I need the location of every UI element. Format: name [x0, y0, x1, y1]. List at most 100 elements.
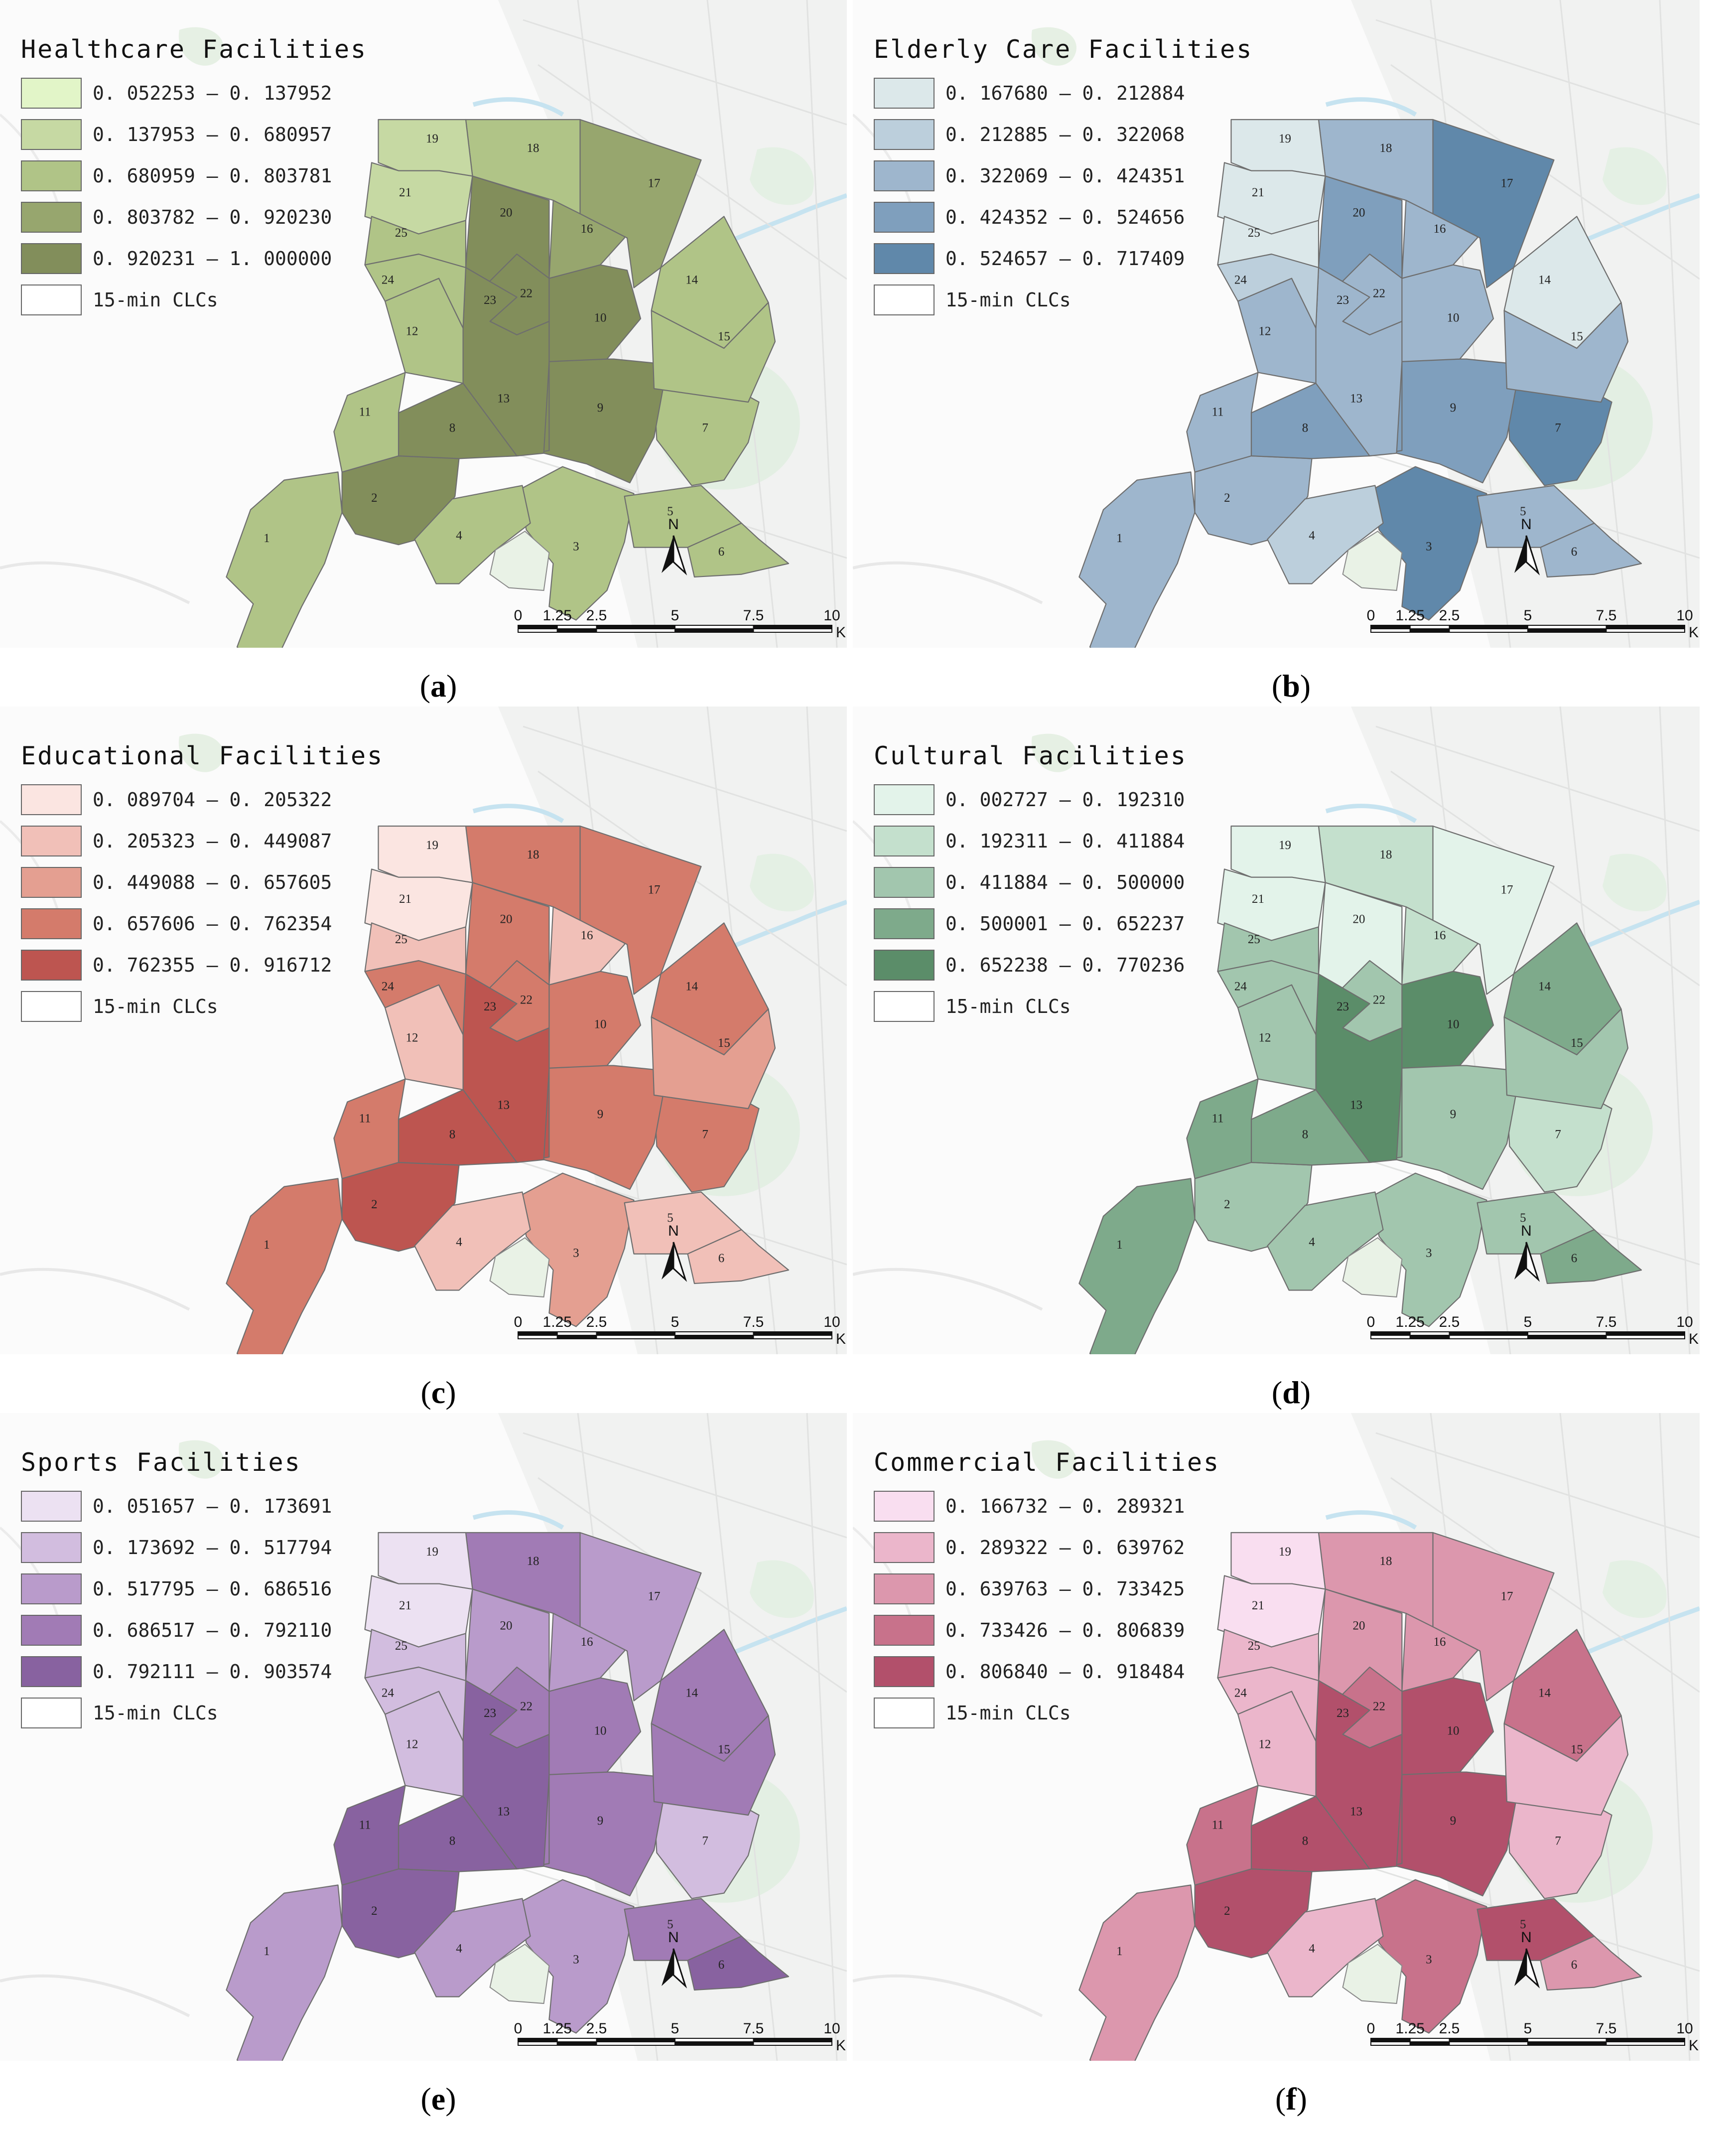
legend-class-row: 0. 657606 — 0. 762354 [21, 905, 384, 942]
legend-class-row: 0. 803782 — 0. 920230 [21, 199, 367, 236]
district-1[interactable] [1078, 471, 1196, 648]
scale-tick-label: 2.5 [1439, 607, 1460, 624]
district-9[interactable] [1396, 358, 1521, 484]
scale-tick-label: 10 [823, 2020, 840, 2037]
district-4[interactable] [1267, 485, 1384, 584]
district-15[interactable] [1503, 1008, 1629, 1110]
north-label: N [668, 516, 679, 533]
district-25[interactable] [1217, 1629, 1320, 1682]
scale-tick-label: 2.5 [586, 2020, 607, 2037]
legend-label: 0. 500001 — 0. 652237 [945, 913, 1185, 935]
district-label: 3 [1426, 1246, 1432, 1260]
district-9[interactable] [543, 1771, 668, 1897]
district-label: 14 [685, 274, 698, 287]
map-panel-f: 1 2 3 4 5 6 7 8 9 10 11 12 13 14 15 16 17 18 19 20 21 22 23 24 2… [853, 1413, 1700, 2061]
district-19[interactable] [1230, 825, 1326, 883]
district-label: 12 [406, 324, 418, 338]
district-9[interactable] [1396, 1065, 1521, 1190]
scale-bar: 0 1.25 2.5 5 7.5 10KM [1367, 2020, 1700, 2054]
district-label: 1 [1116, 532, 1123, 545]
district-label: 9 [1450, 1108, 1457, 1121]
district-9[interactable] [543, 358, 668, 484]
district-label: 19 [426, 839, 438, 852]
district-6[interactable] [687, 1229, 790, 1284]
district-25[interactable] [364, 216, 467, 269]
district-23[interactable] [1315, 973, 1403, 1163]
north-arrow: N [662, 1929, 687, 1989]
district-label: 16 [1434, 1635, 1446, 1649]
legend-swatch [21, 1532, 82, 1563]
district-1[interactable] [226, 471, 343, 648]
district-4[interactable] [414, 1191, 531, 1291]
district-19[interactable] [1230, 1532, 1326, 1590]
panel-caption: (b) [1271, 668, 1311, 704]
districts [226, 1532, 790, 2061]
excluded-area [489, 1943, 550, 2004]
district-4[interactable] [414, 485, 531, 584]
district-23[interactable] [1315, 267, 1403, 457]
district-label: 12 [1259, 1031, 1271, 1044]
district-25[interactable] [1217, 922, 1320, 975]
legend-label: 15-min CLCs [93, 289, 218, 311]
district-6[interactable] [1540, 522, 1642, 578]
district-9[interactable] [1396, 1771, 1521, 1897]
legend-label: 0. 192311 — 0. 411884 [945, 830, 1185, 852]
district-label: 4 [456, 529, 462, 543]
district-6[interactable] [687, 522, 790, 578]
district-23[interactable] [462, 267, 550, 457]
legend-swatch [874, 1656, 935, 1687]
district-6[interactable] [687, 1935, 790, 1991]
district-6[interactable] [1540, 1229, 1642, 1284]
legend-label: 0. 205323 — 0. 449087 [93, 830, 332, 852]
district-23[interactable] [1315, 1680, 1403, 1870]
district-1[interactable] [226, 1178, 343, 1354]
legend: Sports Facilities 0. 051657 — 0. 173691 0.… [21, 1448, 332, 1736]
district-19[interactable] [378, 825, 473, 883]
district-label: 8 [449, 422, 456, 435]
district-25[interactable] [364, 922, 467, 975]
district-25[interactable] [364, 1629, 467, 1682]
legend-class-row: 0. 166732 — 0. 289321 [874, 1488, 1220, 1525]
legend-swatch [874, 202, 935, 233]
district-label: 22 [1373, 287, 1385, 300]
district-6[interactable] [1540, 1935, 1642, 1991]
district-15[interactable] [1503, 1715, 1629, 1816]
scale-tick-label: 10 [1676, 607, 1693, 624]
district-15[interactable] [651, 302, 776, 403]
district-23[interactable] [462, 973, 550, 1163]
legend-swatch [21, 867, 82, 898]
district-1[interactable] [226, 1884, 343, 2061]
legend-swatch [874, 78, 935, 109]
district-label: 12 [1259, 1737, 1271, 1751]
district-9[interactable] [543, 1065, 668, 1190]
district-19[interactable] [378, 1532, 473, 1590]
district-15[interactable] [651, 1715, 776, 1816]
district-label: 14 [1538, 1687, 1551, 1700]
legend-title: Commercial Facilities [874, 1448, 1220, 1477]
legend-label: 0. 166732 — 0. 289321 [945, 1495, 1185, 1517]
district-15[interactable] [1503, 302, 1629, 403]
legend-class-row: 0. 205323 — 0. 449087 [21, 823, 384, 859]
district-label: 3 [573, 540, 579, 553]
scale-tick-label: 7.5 [1596, 2020, 1617, 2037]
district-25[interactable] [1217, 216, 1320, 269]
district-label: 18 [527, 1555, 539, 1568]
north-label: N [668, 1223, 679, 1239]
legend-label: 0. 762355 — 0. 916712 [93, 954, 332, 976]
district-4[interactable] [1267, 1898, 1384, 1997]
scale-tick-label: 5 [671, 2020, 679, 2037]
district-1[interactable] [1078, 1178, 1196, 1354]
district-label: 18 [1380, 142, 1392, 155]
district-label: 8 [449, 1128, 456, 1141]
legend-label: 0. 686517 — 0. 792110 [93, 1619, 332, 1641]
district-15[interactable] [651, 1008, 776, 1110]
scale-tick-label: 7.5 [743, 607, 764, 624]
district-labels: 1234567891011121314151617181920212223242… [264, 839, 730, 1265]
district-label: 7 [702, 422, 708, 435]
district-1[interactable] [1078, 1884, 1196, 2061]
district-4[interactable] [414, 1898, 531, 1997]
district-23[interactable] [462, 1680, 550, 1870]
district-4[interactable] [1267, 1191, 1384, 1291]
district-19[interactable] [378, 119, 473, 177]
scale-tick-label: 7.5 [743, 2020, 764, 2037]
